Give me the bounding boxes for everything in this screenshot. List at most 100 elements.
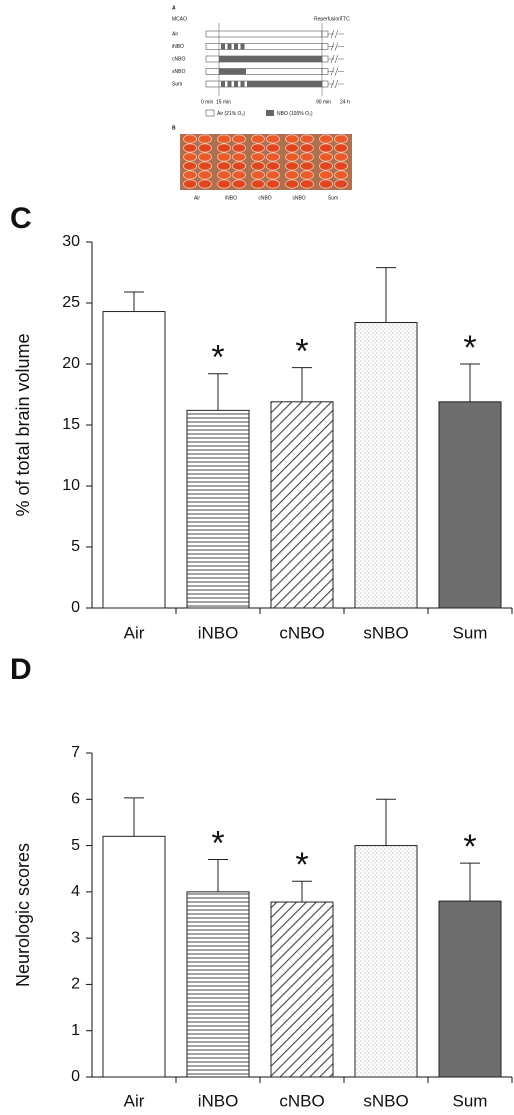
- timeline-end: [321, 80, 329, 88]
- y-tick-label: 6: [71, 791, 80, 808]
- x-tick-label: Air: [124, 1091, 145, 1110]
- row-label: Sum: [172, 81, 182, 87]
- error-bar: [460, 363, 480, 402]
- brain-slice: [319, 179, 333, 189]
- brain-slice: [183, 152, 197, 162]
- legend-label: NBO (100% O₂): [277, 111, 313, 117]
- brain-slice: [334, 170, 348, 180]
- y-tick-label: 25: [62, 294, 80, 311]
- brain-slice: [251, 161, 265, 171]
- panel-letter: A: [172, 5, 176, 11]
- panel-letter: B: [172, 125, 176, 131]
- y-tick-label: 7: [71, 744, 80, 761]
- brain-slice: [217, 161, 231, 171]
- bar: [186, 891, 250, 1078]
- brain-slice: [198, 161, 212, 171]
- bar: [186, 409, 250, 609]
- brain-slice: [183, 179, 197, 189]
- bar: [354, 322, 418, 609]
- y-tick-label: 1: [71, 1022, 80, 1039]
- bar: [354, 845, 418, 1078]
- x-tick-label: sNBO: [363, 1091, 408, 1110]
- brain-slice: [300, 134, 314, 144]
- brain-slice: [300, 143, 314, 153]
- nbo-block: [227, 43, 232, 50]
- bar: [438, 900, 502, 1078]
- nbo-block: [221, 43, 225, 50]
- brain-slice: [300, 161, 314, 171]
- time-label: 0 min: [201, 99, 213, 105]
- brain-slice: [266, 152, 280, 162]
- error-bar: [292, 880, 312, 903]
- significance-mark: *: [211, 339, 224, 377]
- significance-mark: *: [295, 846, 308, 884]
- y-tick-label: 2: [71, 976, 80, 993]
- significance-mark: *: [295, 333, 308, 371]
- brain-slice: [266, 134, 280, 144]
- brain-slice: [232, 143, 246, 153]
- brain-slice: [198, 170, 212, 180]
- brain-slice: [183, 134, 197, 144]
- reperfusion-label: Reperfusion: [314, 16, 341, 22]
- brain-slice: [183, 170, 197, 180]
- brain-slice: [319, 152, 333, 162]
- significance-mark: *: [211, 824, 224, 862]
- x-tick-label: sNBO: [363, 623, 408, 642]
- error-bar: [208, 373, 228, 411]
- y-axis-label: Neurologic scores: [13, 843, 33, 987]
- brain-slice: [334, 179, 348, 189]
- y-tick-label: 5: [71, 837, 80, 854]
- brain-slice: [232, 170, 246, 180]
- brain-slice: [251, 152, 265, 162]
- nbo-block: [234, 81, 238, 87]
- bar: [102, 835, 166, 1078]
- brain-slice: [300, 170, 314, 180]
- brain-slice: [183, 143, 197, 153]
- nbo-block: [247, 81, 322, 87]
- brain-slice: [217, 179, 231, 189]
- x-tick-label: Air: [124, 623, 145, 642]
- brain-slice: [217, 152, 231, 162]
- group-label: Air: [194, 195, 200, 201]
- brain-slice: [232, 134, 246, 144]
- time-label: 24 h: [340, 99, 350, 105]
- brain-slice: [217, 170, 231, 180]
- mcao-label: MCAO: [172, 16, 187, 22]
- group-label: sNBO: [292, 195, 305, 201]
- brain-slice: [266, 170, 280, 180]
- brain-slice: [300, 152, 314, 162]
- nbo-block: [227, 81, 232, 87]
- x-tick-label: iNBO: [198, 623, 239, 642]
- brain-slice: [251, 134, 265, 144]
- timeline-break: [328, 79, 344, 89]
- y-tick-label: 0: [71, 599, 80, 616]
- y-tick-label: 0: [71, 1068, 80, 1085]
- row-label: Air: [172, 31, 178, 37]
- row-label: iNBO: [172, 44, 184, 50]
- x-tick-label: iNBO: [198, 1091, 239, 1110]
- bar: [270, 901, 334, 1078]
- brain-slice: [217, 143, 231, 153]
- nbo-block: [240, 81, 245, 87]
- brain-slice: [300, 179, 314, 189]
- brain-slice: [232, 179, 246, 189]
- significance-mark: *: [463, 828, 476, 866]
- brain-slice: [334, 134, 348, 144]
- timeline-break: [328, 29, 344, 39]
- x-tick-label: cNBO: [279, 623, 324, 642]
- legend-swatch: [205, 109, 215, 117]
- brain-slice: [232, 152, 246, 162]
- brain-slice: [285, 134, 299, 144]
- row-label: sNBO: [172, 69, 185, 75]
- row-label: cNBO: [172, 56, 185, 62]
- time-label: 90 min: [316, 99, 331, 105]
- legend-swatch: [266, 110, 274, 116]
- timeline-break: [328, 67, 344, 76]
- error-bar: [292, 367, 312, 402]
- group-label: Sum: [328, 195, 338, 201]
- brain-slice: [319, 170, 333, 180]
- brain-slice: [334, 152, 348, 162]
- x-tick-label: cNBO: [279, 1091, 324, 1110]
- group-label: iNBO: [225, 195, 237, 201]
- error-bar: [376, 267, 396, 323]
